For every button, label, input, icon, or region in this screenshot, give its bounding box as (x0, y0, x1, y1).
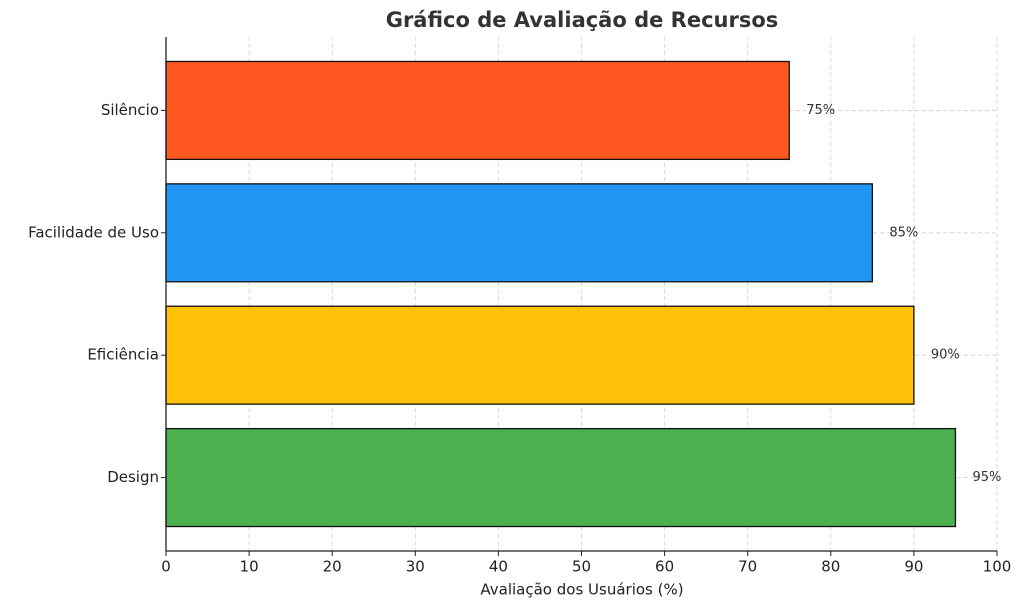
x-tick-label: 70 (738, 558, 757, 576)
x-tick-label: 30 (406, 558, 425, 576)
x-tick-label: 50 (572, 558, 591, 576)
y-tick-label: Design (107, 468, 159, 486)
x-tick-label: 10 (240, 558, 259, 576)
y-tick-label: Silêncio (101, 101, 159, 119)
x-axis-label: Avaliação dos Usuários (%) (480, 581, 683, 599)
x-tick-label: 40 (489, 558, 508, 576)
value-label: 85% (889, 225, 918, 240)
y-tick-label: Eficiência (87, 346, 159, 364)
bar (165, 183, 873, 283)
bar (165, 60, 790, 161)
y-tick-label: Facilidade de Uso (28, 223, 159, 241)
chart-title: Gráfico de Avaliação de Recursos (386, 8, 779, 32)
value-label: 95% (972, 470, 1001, 485)
x-tick-label: 60 (655, 558, 674, 576)
value-label: 75% (806, 103, 835, 118)
value-label: 90% (931, 348, 960, 363)
x-tick-label: 90 (904, 558, 923, 576)
bar (165, 305, 915, 405)
x-tick-label: 20 (323, 558, 342, 576)
x-tick-label: 0 (161, 558, 171, 576)
x-tick-label: 100 (983, 558, 1012, 576)
x-tick-label: 80 (821, 558, 840, 576)
bar (165, 427, 957, 528)
